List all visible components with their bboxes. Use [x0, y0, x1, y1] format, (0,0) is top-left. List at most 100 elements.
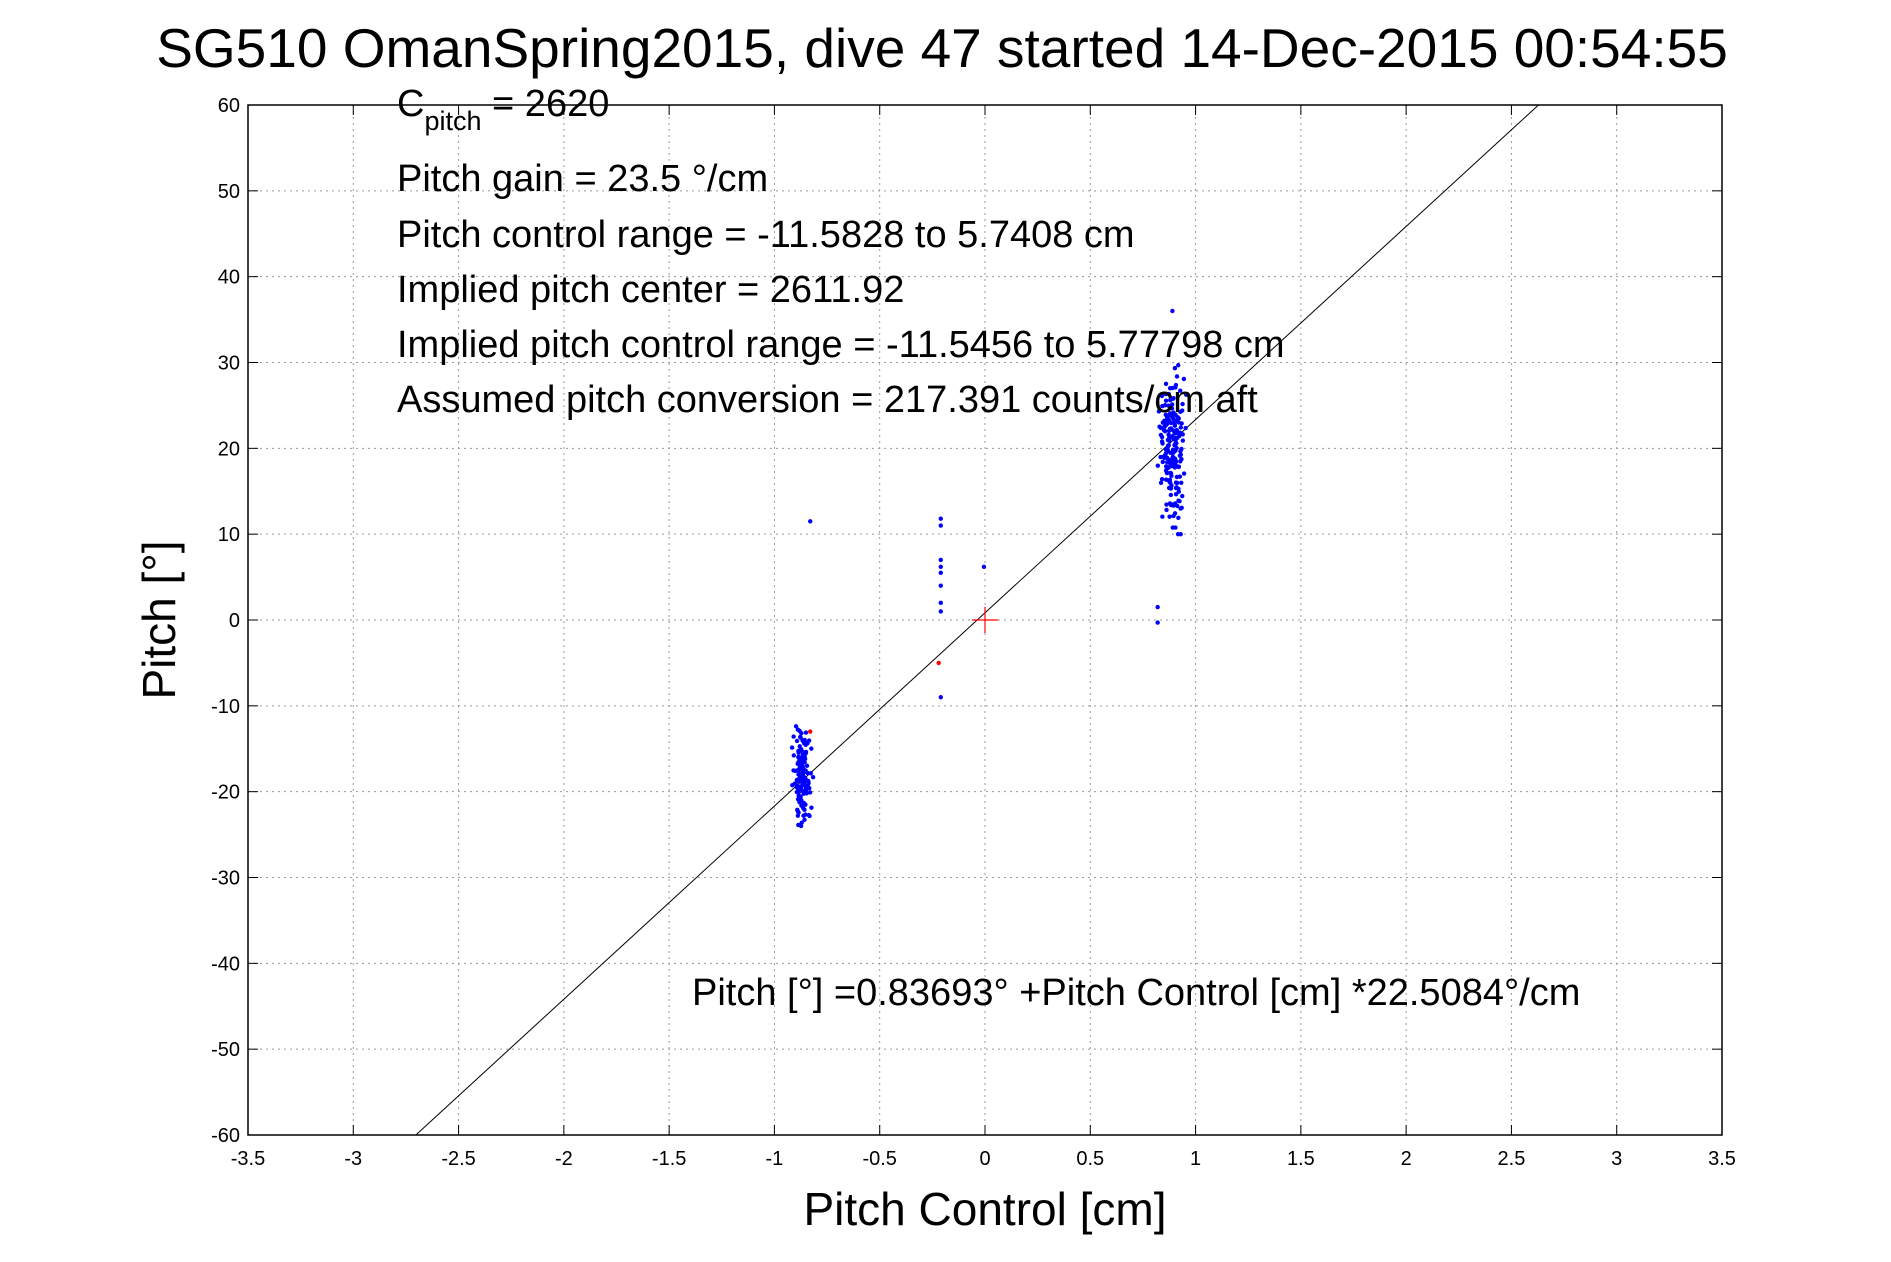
y-tick-label: -10 — [211, 696, 240, 718]
data-point — [797, 734, 803, 740]
data-point — [1160, 514, 1165, 519]
data-point — [809, 805, 814, 810]
x-tick-label: -2 — [555, 1148, 573, 1170]
data-point — [1166, 438, 1172, 443]
data-point — [1163, 398, 1169, 403]
data-point — [1160, 420, 1166, 425]
data-point — [791, 734, 796, 739]
data-point — [938, 516, 943, 521]
x-tick-label: -2.5 — [441, 1148, 475, 1170]
data-point — [796, 795, 802, 801]
data-point — [1155, 604, 1160, 610]
data-point — [794, 738, 800, 744]
data-point — [1179, 446, 1184, 452]
y-tick-label: -60 — [211, 1125, 240, 1147]
x-tick-label: -3.5 — [231, 1148, 265, 1170]
data-point — [1164, 502, 1169, 507]
data-point — [938, 564, 943, 569]
data-point — [1166, 417, 1172, 423]
center-marker-group — [972, 607, 998, 633]
data-point — [1181, 376, 1187, 382]
data-point — [1166, 391, 1172, 397]
data-point — [1179, 480, 1184, 485]
data-point — [1183, 392, 1189, 397]
data-point — [1177, 433, 1182, 439]
data-point — [1159, 434, 1165, 440]
data-point — [1168, 492, 1174, 498]
data-point — [1167, 435, 1172, 440]
data-point — [803, 802, 808, 807]
data-point — [938, 600, 943, 606]
data-point — [1173, 437, 1178, 442]
data-point — [1169, 406, 1175, 411]
y-tick-label: 10 — [218, 524, 240, 546]
data-point — [1167, 514, 1172, 519]
data-point — [1169, 502, 1175, 507]
data-point — [1176, 420, 1182, 425]
x-tick-label: 3 — [1611, 1148, 1622, 1170]
data-point — [1173, 492, 1179, 497]
data-point — [793, 724, 799, 729]
c-pitch-symbol: C — [397, 83, 424, 125]
data-point — [938, 695, 943, 700]
c-pitch-value: = 2620 — [482, 83, 610, 125]
data-point — [1156, 409, 1162, 414]
data-point — [1166, 403, 1171, 408]
x-tick-label: -0.5 — [862, 1148, 896, 1170]
y-tick-label: 40 — [218, 267, 240, 289]
x-tick-label: 1.5 — [1287, 1148, 1315, 1170]
annotation-implied-pitch-control-range: Implied pitch control range = -11.5456 t… — [397, 324, 1285, 366]
data-point — [938, 583, 943, 588]
x-tick-label: -1.5 — [652, 1148, 686, 1170]
x-tick-label: -3 — [344, 1148, 362, 1170]
data-point — [1178, 452, 1184, 457]
data-point — [1170, 402, 1175, 407]
data-point — [1170, 308, 1175, 314]
x-tick-label: 2 — [1401, 1148, 1412, 1170]
data-point — [1155, 463, 1161, 468]
x-tick-label: 0.5 — [1076, 1148, 1104, 1170]
data-point — [792, 781, 797, 786]
data-point — [798, 823, 804, 829]
data-point — [804, 763, 810, 768]
data-point — [794, 789, 800, 795]
annotation-c-pitch: Cpitch = 2620 — [397, 83, 609, 136]
data-point — [803, 730, 809, 735]
data-point — [801, 781, 806, 787]
data-point — [1170, 396, 1176, 401]
x-tick-label: 0 — [979, 1148, 990, 1170]
chart-title: SG510 OmanSpring2015, dive 47 started 14… — [156, 17, 1728, 79]
data-point — [1170, 454, 1176, 460]
data-point — [799, 731, 804, 736]
data-point — [806, 812, 812, 818]
data-point — [1178, 388, 1183, 393]
data-point — [802, 759, 807, 765]
y-tick-label: -40 — [211, 953, 240, 975]
data-point — [1158, 454, 1163, 460]
data-point — [808, 771, 814, 776]
data-point — [808, 519, 813, 524]
data-points — [789, 308, 1189, 829]
data-point — [809, 746, 814, 751]
data-point — [1180, 401, 1185, 407]
annotation-implied-pitch-center: Implied pitch center = 2611.92 — [397, 269, 904, 311]
data-point — [1171, 416, 1176, 422]
y-tick-label: 50 — [218, 181, 240, 203]
data-point — [1160, 403, 1165, 409]
data-point — [1163, 381, 1169, 386]
data-point — [1162, 428, 1168, 434]
data-point — [795, 783, 800, 789]
data-point — [1163, 412, 1169, 418]
y-tick-label: 30 — [218, 353, 240, 375]
data-point — [1159, 439, 1165, 444]
y-axis-label: Pitch [°] — [133, 540, 185, 699]
data-point — [1177, 430, 1183, 435]
data-point — [801, 768, 806, 773]
data-point — [1158, 480, 1164, 486]
data-point — [795, 767, 801, 773]
y-tick-label: -30 — [211, 868, 240, 890]
data-point — [796, 754, 801, 760]
data-point — [795, 777, 801, 782]
data-point — [1174, 480, 1180, 486]
